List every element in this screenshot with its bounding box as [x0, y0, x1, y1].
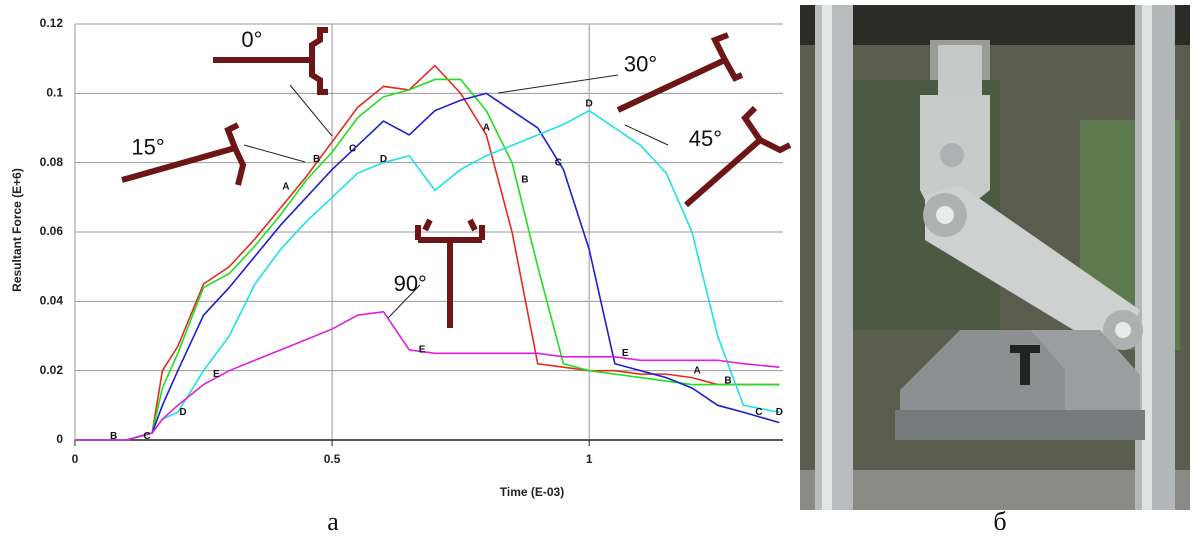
curve-letter: E: [622, 348, 629, 359]
series-line: [75, 310, 780, 441]
curve-letter: C: [755, 407, 762, 418]
series-line: [75, 92, 780, 441]
angle-label: 0°: [241, 27, 262, 52]
angle-label: 15°: [131, 135, 164, 160]
curve-letter: E: [213, 369, 220, 380]
x-tick-label: 0.5: [324, 452, 341, 466]
panel-label: б: [993, 507, 1006, 536]
y-tick-label: 0: [56, 432, 63, 446]
y-tick-label: 0.1: [46, 86, 63, 100]
profile-icons: [121, 27, 792, 328]
curve-letter: D: [776, 407, 783, 418]
curve-letter: B: [110, 431, 117, 442]
y-tick-label: 0.12: [40, 16, 64, 30]
plot-area: 0 0.02 0.04 0.06 0.08 0.1 0.12 0 0.5 1 0° 15° 30° 45°…: [40, 16, 783, 466]
x-tick-label: 0: [72, 452, 79, 466]
series-line: [75, 109, 780, 441]
curve-letter: A: [483, 123, 490, 134]
curve-letter: C: [555, 157, 562, 168]
curve-letter: D: [179, 407, 186, 418]
angle-label: 30°: [624, 51, 657, 76]
curve-letter: D: [586, 98, 593, 109]
x-axis-title: Time (E-03): [500, 485, 564, 499]
y-tick-label: 0.02: [40, 363, 64, 377]
series-line: [75, 64, 780, 441]
curve-letter: C: [349, 143, 356, 154]
y-tick-label: 0.08: [40, 155, 64, 169]
curve-letter: A: [282, 182, 289, 193]
curve-letter: A: [694, 365, 701, 376]
y-tick-label: 0.04: [40, 294, 64, 308]
photo: [800, 5, 1190, 510]
leader-lines: [243, 74, 669, 319]
curve-letter: E: [419, 345, 426, 356]
curve-letter: B: [521, 175, 528, 186]
curve-letter: B: [313, 154, 320, 165]
series-line: [75, 78, 780, 441]
y-axis-title: Resultant Force (E+6): [10, 168, 24, 292]
curve-letter: C: [143, 431, 150, 442]
x-tick-label: 1: [586, 452, 593, 466]
panel-label: а: [327, 507, 339, 536]
curve-letter: B: [724, 376, 731, 387]
curve-letter: D: [380, 154, 387, 165]
y-tick-label: 0.06: [40, 224, 64, 238]
angle-label: 90°: [394, 271, 427, 296]
angle-label: 45°: [689, 126, 722, 151]
